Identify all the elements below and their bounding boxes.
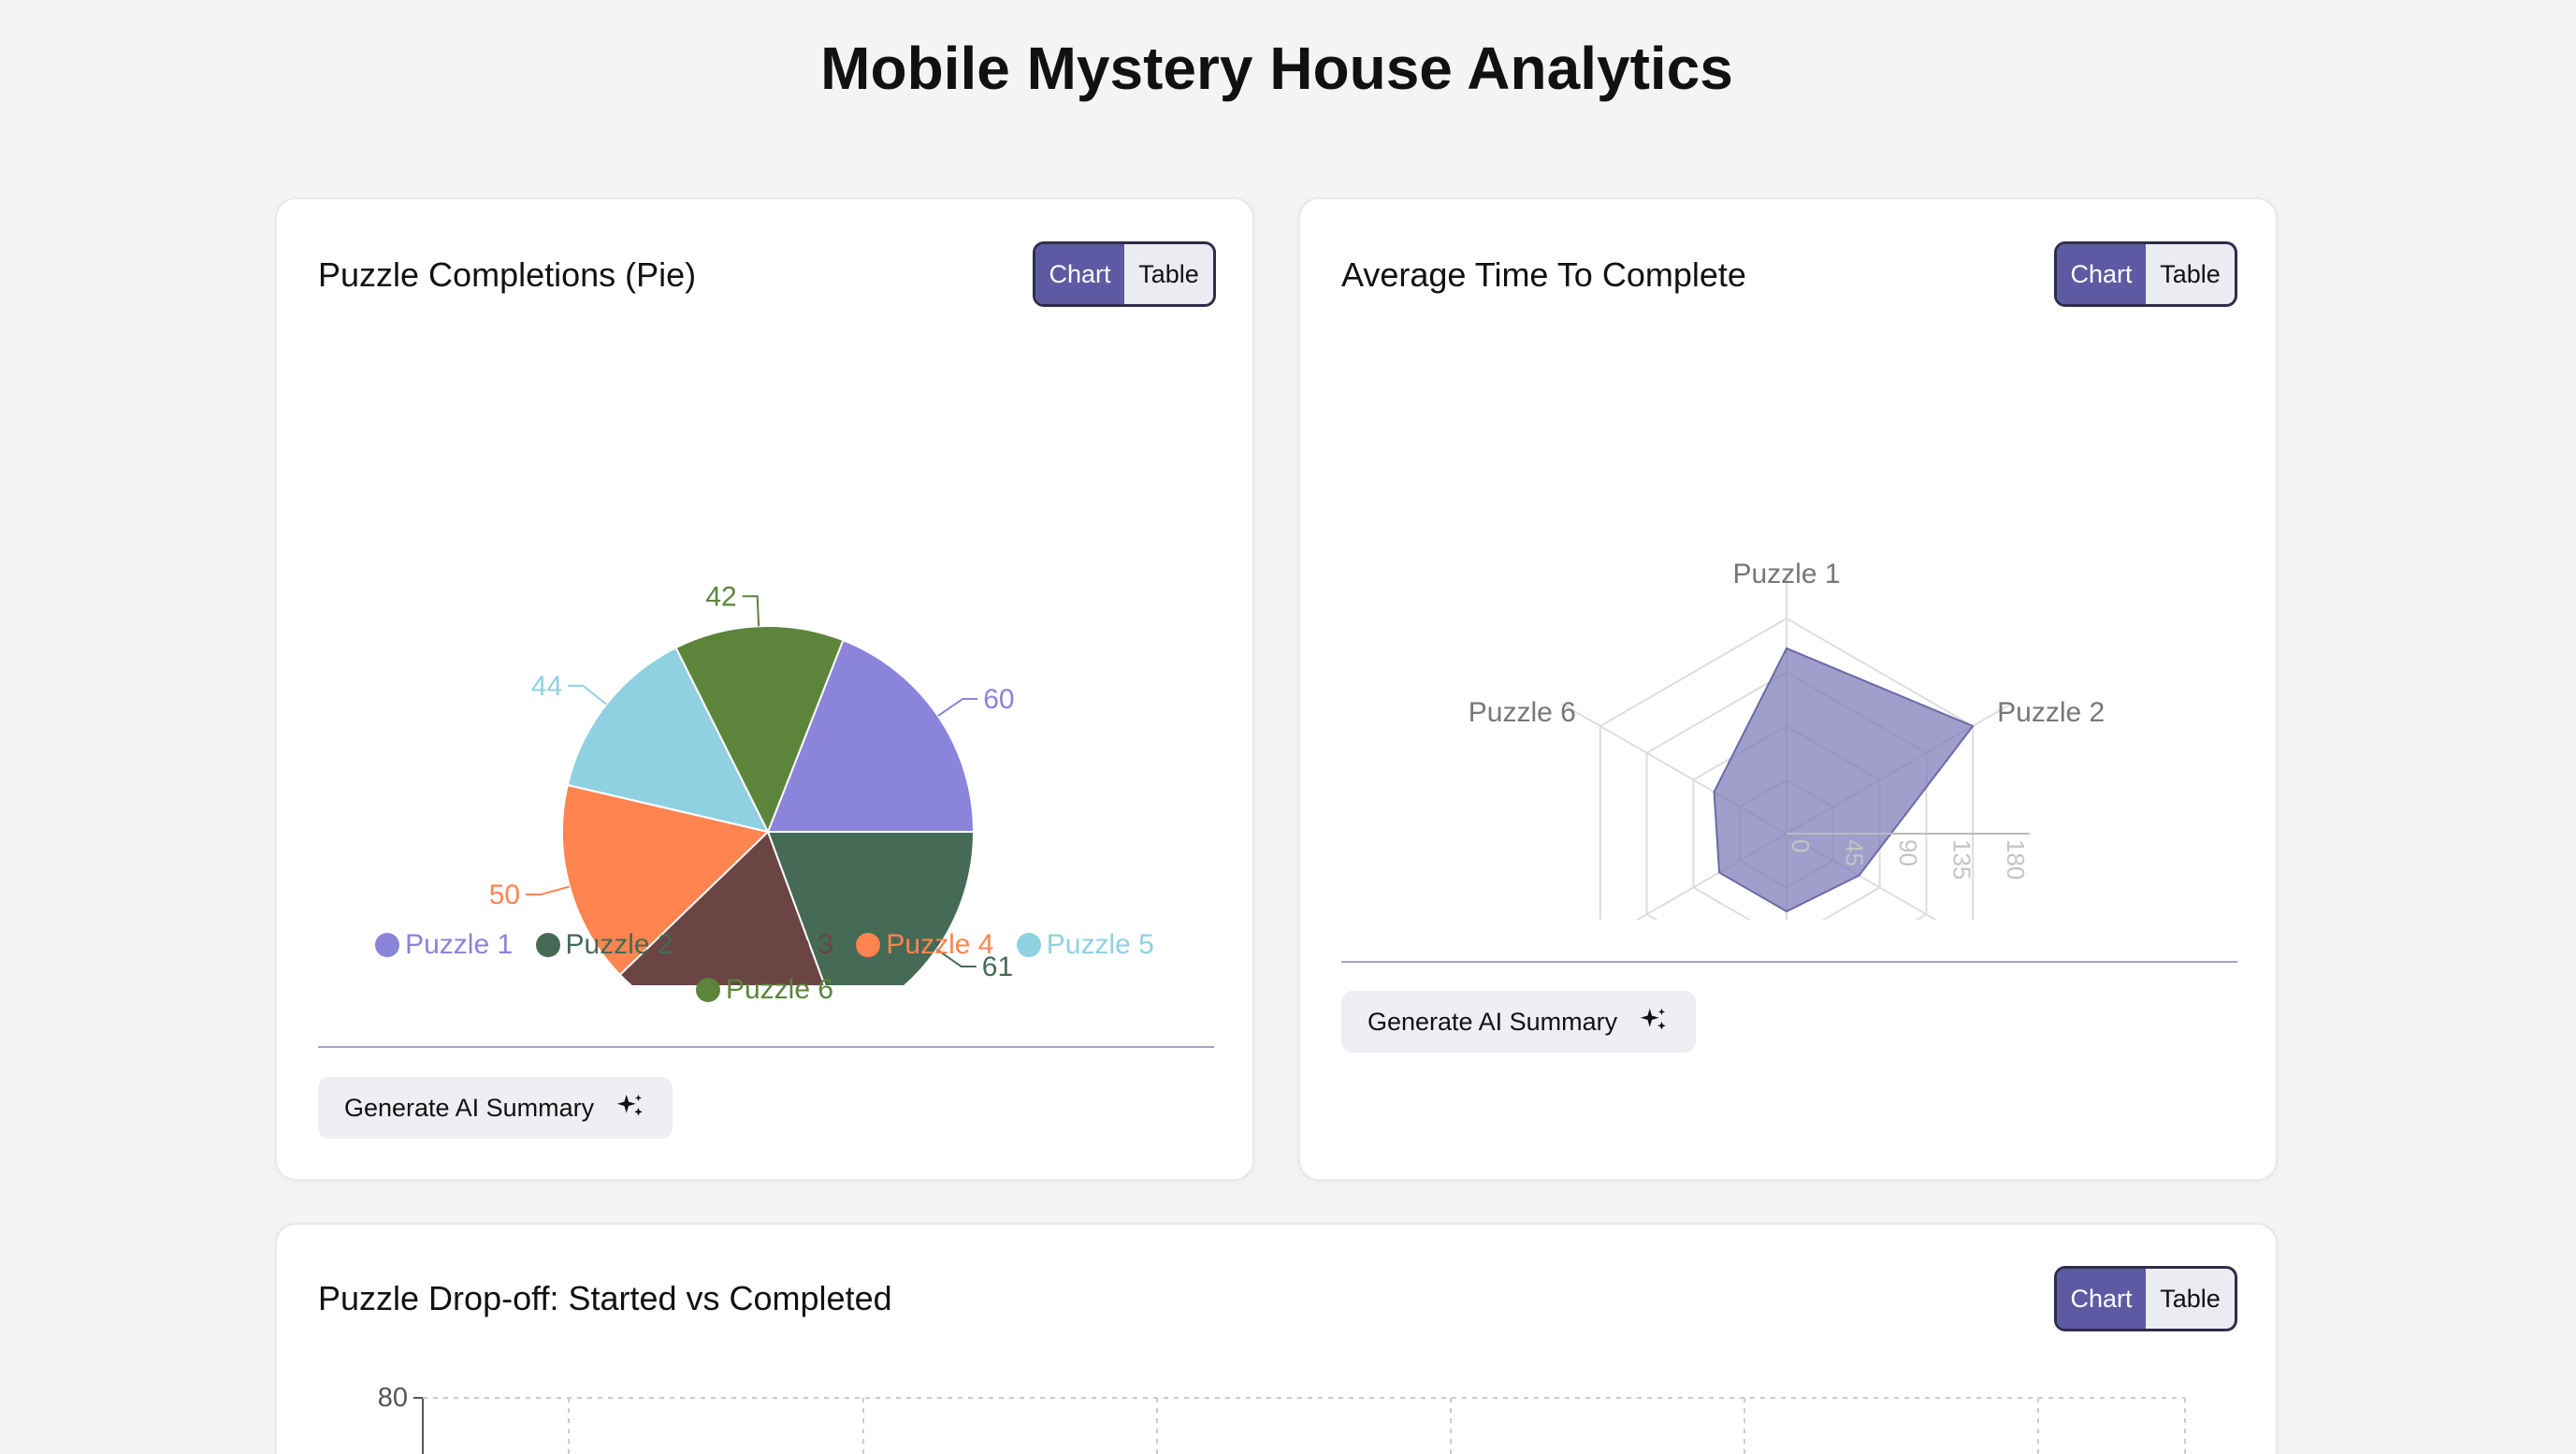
pie-label-leader [568,684,607,705]
legend-label: Puzzle 3 [725,929,834,960]
radar-data-area[interactable] [1713,647,1975,913]
pie-chart-tab[interactable]: Chart [1035,244,1124,304]
pie-slice-puzzle-6[interactable] [674,625,845,835]
legend-item-puzzle-3[interactable]: Puzzle 3 [695,924,834,966]
legend-item-puzzle-6[interactable]: Puzzle 6 [695,969,834,1011]
pie-card-title: Puzzle Completions (Pie) [318,255,697,294]
legend-dot [695,978,720,1002]
pie-slice-puzzle-1[interactable] [766,638,976,833]
sparkles-icon [1640,1008,1666,1030]
radar-tick-label: 90 [1894,839,1922,866]
pie-view-toggle: Chart Table [1033,241,1216,307]
bar-chart: 80 [378,1383,2186,1454]
pie-ai-summary-button[interactable]: Generate AI Summary [318,1077,673,1139]
radar-tick-label: 180 [2002,839,2030,880]
sparkles-icon [616,1094,643,1116]
pie-label-leader [935,948,977,968]
legend-label: Puzzle 5 [1046,929,1154,960]
bar-view-toggle: Chart Table [2054,1266,2237,1331]
pie-data-label: 61 [982,952,1013,982]
radar-chart-card: Average Time To Complete Chart Table 0 45… [1298,197,2278,1181]
pie-divider [318,1046,1214,1048]
radar-tick-label: 0 [1787,839,1815,852]
pie-data-label: 60 [983,684,1014,715]
pie-slice-puzzle-5[interactable] [566,646,770,834]
radar-category-label: Puzzle 6 [1469,697,1576,728]
radar-chart-tab[interactable]: Chart [2057,244,2146,304]
ai-summary-label: Generate AI Summary [344,1093,595,1122]
radar-category-label: Puzzle 2 [1997,697,2105,728]
pie-chart-card: Puzzle Completions (Pie) Chart Table 60 6… [275,197,1254,1181]
pie-table-tab[interactable]: Table [1138,259,1199,288]
legend-dot [856,933,881,957]
pie-data-label: 42 [705,581,736,612]
ai-summary-label: Generate AI Summary [1368,1007,1618,1036]
bar-table-tab[interactable]: Table [2160,1284,2221,1313]
pie-label-leader [937,698,978,717]
legend-dot [375,933,400,957]
legend-label: Puzzle 6 [725,974,834,1005]
radar-tick-label: 45 [1841,839,1869,866]
legend-item-puzzle-2[interactable]: Puzzle 2 [535,924,673,966]
page-title: Mobile Mystery House Analytics [820,35,1733,102]
radar-divider [1341,961,2237,963]
pie-data-label: 50 [489,880,520,910]
legend-item-puzzle-1[interactable]: Puzzle 1 [375,924,513,966]
bar-chart-tab[interactable]: Chart [2057,1269,2146,1329]
legend-item-puzzle-4[interactable]: Puzzle 4 [856,924,993,966]
radar-table-tab[interactable]: Table [2160,259,2221,288]
pie-label-leader [526,885,571,896]
legend-label: Puzzle 2 [565,929,673,960]
radar-card-title: Average Time To Complete [1341,255,1746,294]
legend-item-puzzle-5[interactable]: Puzzle 5 [1016,924,1154,966]
pie-label-leader [742,595,760,627]
y-tick-label: 80 [378,1383,408,1413]
radar-view-toggle: Chart Table [2054,241,2237,307]
pie-chart: 606158504442 [489,581,1015,985]
legend-dot [535,933,560,957]
pie-slice-puzzle-3[interactable] [618,830,840,985]
bar-card-title: Puzzle Drop-off: Started vs Completed [318,1279,892,1317]
pie-data-label: 44 [531,671,562,702]
radar-category-label: Puzzle 1 [1732,559,1840,589]
radar-tick-label: 135 [1948,839,1976,880]
bar-chart-card: Puzzle Drop-off: Started vs Completed Ch… [275,1223,2278,1454]
pie-legend: Puzzle 1 Puzzle 2 Puzzle 3 Puzzle 4 Puzz… [277,924,1252,1014]
legend-label: Puzzle 4 [886,929,994,960]
legend-dot [695,933,720,957]
legend-dot [1016,933,1041,957]
radar-ai-summary-button[interactable]: Generate AI Summary [1341,991,1697,1053]
legend-label: Puzzle 1 [405,929,514,960]
